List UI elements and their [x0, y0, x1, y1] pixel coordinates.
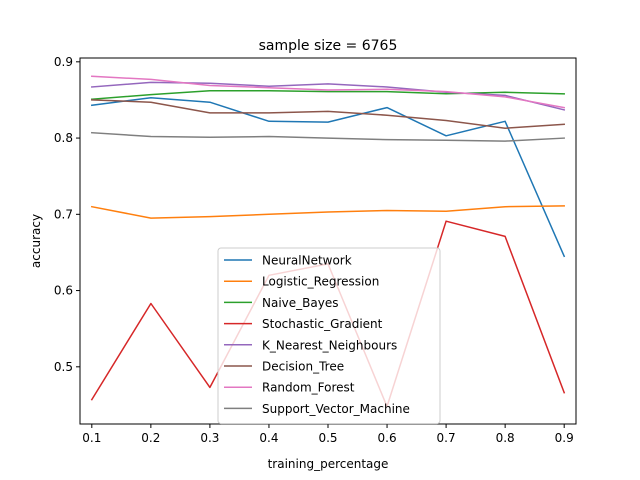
x-tick-label: 0.7 [437, 431, 456, 445]
legend-label: Logistic_Regression [262, 275, 379, 289]
x-axis: 0.1 0.2 0.3 0.4 0.5 0.6 0.7 0.8 0.9 [82, 424, 574, 445]
x-tick-label: 0.5 [318, 431, 337, 445]
x-axis-label: training_percentage [268, 457, 389, 471]
series-line-4 [90, 81, 566, 111]
legend-label: Naive_Bayes [262, 296, 338, 310]
legend-label: Decision_Tree [262, 360, 344, 374]
plot-area [90, 75, 566, 408]
series-line-7 [91, 131, 565, 142]
y-tick-label: 0.8 [54, 131, 73, 145]
legend-box [217, 247, 441, 425]
y-tick-label: 0.9 [54, 55, 73, 69]
x-tick-label: 0.4 [259, 431, 278, 445]
x-tick-label: 0.6 [378, 431, 397, 445]
series-line-2 [90, 90, 565, 101]
x-tick-label: 0.3 [200, 431, 219, 445]
series-line-5 [91, 99, 565, 129]
y-axis-label: accuracy [29, 214, 43, 268]
legend-label: K_Nearest_Neighbours [262, 338, 397, 352]
y-tick-label: 0.6 [54, 284, 73, 298]
chart-title: sample size = 6765 [259, 38, 398, 54]
legend: NeuralNetwork Logistic_Regression Naive_Ba… [217, 247, 441, 425]
x-tick-label: 0.8 [496, 431, 515, 445]
x-tick-label: 0.1 [82, 431, 101, 445]
legend-label: Random_Forest [262, 381, 355, 395]
legend-label: Stochastic_Gradient [262, 317, 383, 331]
series-line-1 [90, 205, 565, 219]
series-line-6 [91, 75, 566, 109]
series-line-0 [90, 96, 566, 258]
y-axis: 0.5 0.6 0.7 0.8 0.9 [54, 55, 80, 374]
legend-label: Support_Vector_Machine [262, 402, 410, 416]
y-tick-label: 0.5 [54, 360, 73, 374]
x-tick-label: 0.2 [141, 431, 160, 445]
y-tick-label: 0.7 [54, 207, 73, 221]
legend-label: NeuralNetwork [262, 254, 352, 268]
x-tick-label: 0.9 [555, 431, 574, 445]
